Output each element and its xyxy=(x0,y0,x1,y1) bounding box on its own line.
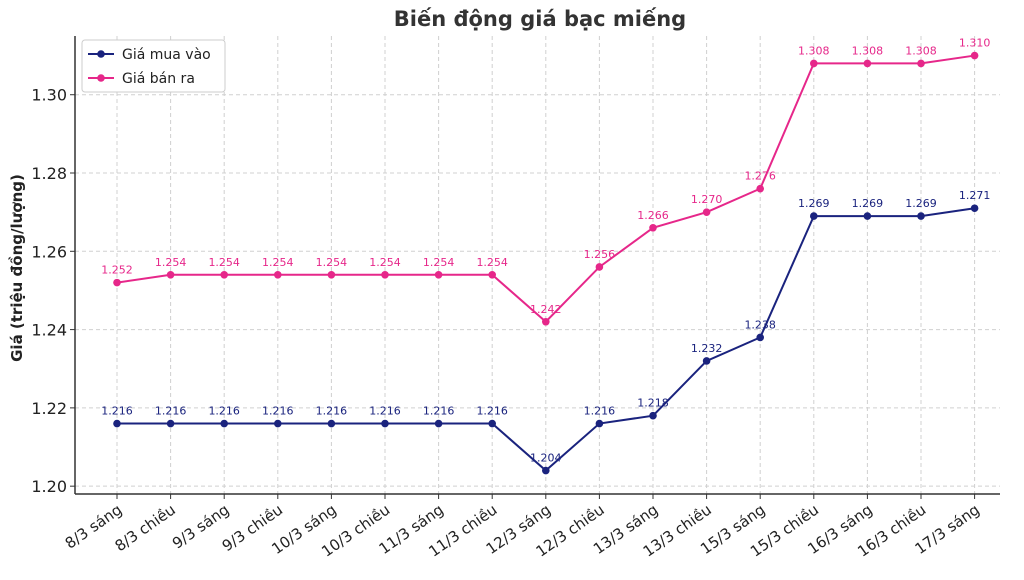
legend-label: Giá mua vào xyxy=(122,47,211,63)
y-tick-label: 1.20 xyxy=(31,477,67,496)
data-point xyxy=(381,270,389,279)
legend-label: Giá bán ra xyxy=(122,71,195,87)
data-point xyxy=(274,419,282,428)
data-point xyxy=(702,208,711,216)
data-label: 1.238 xyxy=(744,318,776,331)
data-label: 1.308 xyxy=(852,44,884,57)
data-label: 1.216 xyxy=(369,405,401,418)
legend-marker xyxy=(97,50,105,58)
data-label: 1.310 xyxy=(959,37,991,50)
data-label: 1.270 xyxy=(691,193,723,206)
legend-marker xyxy=(97,74,105,82)
data-point xyxy=(542,466,550,475)
legend-box xyxy=(81,39,226,93)
data-point xyxy=(327,270,336,279)
data-label: 1.308 xyxy=(798,44,830,57)
x-tick-label: 8/3 chiều xyxy=(112,501,179,556)
data-point xyxy=(863,59,872,68)
y-axis-label: Giá (triệu đồng/lượng) xyxy=(7,174,26,362)
data-point xyxy=(702,357,711,365)
data-label: 1.216 xyxy=(316,405,348,418)
data-label: 1.218 xyxy=(637,397,669,410)
data-point xyxy=(542,317,550,326)
data-point xyxy=(649,411,657,420)
y-tick-label: 1.30 xyxy=(31,86,67,105)
data-point xyxy=(434,270,443,279)
data-point xyxy=(970,51,979,60)
data-label: 1.254 xyxy=(476,256,508,269)
data-point xyxy=(274,270,282,279)
data-label: 1.254 xyxy=(423,256,455,269)
chart-title: Biến động giá bạc miếng xyxy=(394,7,686,31)
data-point xyxy=(220,270,228,279)
data-label: 1.269 xyxy=(905,197,937,210)
data-point xyxy=(166,419,175,428)
data-label: 1.216 xyxy=(584,405,616,418)
data-label: 1.254 xyxy=(316,256,348,269)
data-point xyxy=(756,184,764,193)
data-point xyxy=(595,263,604,271)
data-label: 1.204 xyxy=(530,452,562,465)
data-label: 1.216 xyxy=(101,405,133,418)
data-point xyxy=(113,278,121,287)
data-point xyxy=(113,419,121,428)
data-point xyxy=(327,419,336,428)
data-label: 1.252 xyxy=(101,264,133,277)
y-tick-label: 1.28 xyxy=(31,164,67,183)
data-label: 1.216 xyxy=(155,405,187,418)
data-label: 1.254 xyxy=(208,256,240,269)
data-point xyxy=(434,419,443,428)
data-point xyxy=(917,59,925,68)
data-label: 1.216 xyxy=(423,405,455,418)
data-point xyxy=(810,59,818,68)
data-label: 1.256 xyxy=(584,248,616,261)
data-point xyxy=(488,270,497,279)
legend: Giá mua vào Giá bán ra xyxy=(81,39,226,93)
data-label: 1.254 xyxy=(369,256,401,269)
data-point xyxy=(917,212,925,220)
data-point xyxy=(220,419,228,428)
y-tick-label: 1.22 xyxy=(31,399,67,418)
data-point xyxy=(595,419,604,428)
data-point xyxy=(166,270,175,279)
data-point xyxy=(970,204,979,213)
data-point xyxy=(810,212,818,220)
data-label: 1.216 xyxy=(262,405,294,418)
data-point xyxy=(381,419,389,428)
data-point xyxy=(649,224,657,232)
data-label: 1.216 xyxy=(476,405,508,418)
data-label: 1.254 xyxy=(262,256,294,269)
data-label: 1.254 xyxy=(155,256,187,269)
data-point xyxy=(756,333,764,342)
data-label: 1.266 xyxy=(637,209,669,222)
data-label: 1.232 xyxy=(691,342,723,355)
data-label: 1.269 xyxy=(852,197,884,210)
data-point xyxy=(488,419,497,428)
data-label: 1.276 xyxy=(744,170,776,183)
data-point xyxy=(863,212,872,220)
y-tick-label: 1.26 xyxy=(31,242,67,261)
data-label: 1.269 xyxy=(798,197,830,210)
y-tick-label: 1.24 xyxy=(31,321,67,340)
data-label: 1.271 xyxy=(959,189,991,202)
data-label: 1.308 xyxy=(905,44,937,57)
data-label: 1.242 xyxy=(530,303,562,316)
data-label: 1.216 xyxy=(208,405,240,418)
